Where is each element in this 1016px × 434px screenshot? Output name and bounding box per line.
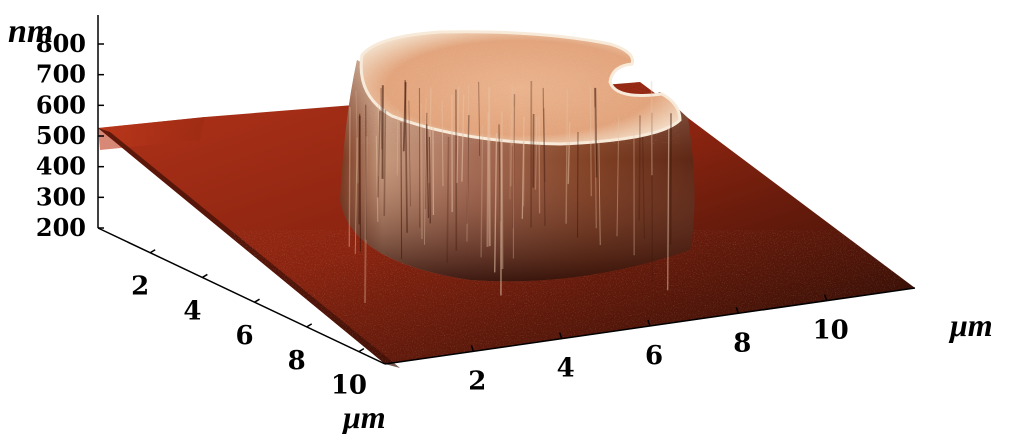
- x-tick-mark: [823, 294, 828, 301]
- z-tick-label: 200: [36, 213, 86, 242]
- x-tick-label: 4: [557, 354, 575, 384]
- striation-line: [500, 110, 504, 269]
- z-tick-label: 400: [36, 152, 86, 181]
- striation-line: [494, 132, 498, 273]
- striation-line: [480, 125, 484, 258]
- striation-line: [565, 89, 569, 224]
- pillar-striations: [348, 80, 672, 304]
- striation-line: [408, 100, 411, 207]
- striation-line: [538, 115, 541, 214]
- striation-line: [400, 122, 403, 260]
- striation-line: [510, 113, 513, 187]
- z-tick-label: 500: [36, 121, 86, 150]
- striation-line: [466, 84, 470, 242]
- x-axis-unit: μm: [948, 307, 993, 343]
- striation-line: [355, 90, 359, 184]
- striation-line: [589, 86, 592, 197]
- striation-line: [461, 94, 465, 182]
- striation-line: [523, 136, 525, 207]
- x-tick-label: 2: [468, 366, 486, 396]
- striation-line: [488, 87, 491, 247]
- x-tick-label: 10: [813, 316, 849, 346]
- y-tick-label: 4: [183, 296, 201, 326]
- surface-texture: [230, 230, 900, 364]
- striation-line: [348, 107, 351, 247]
- striation-line: [638, 115, 641, 221]
- striation-line: [512, 94, 516, 229]
- x-tick-label: 8: [733, 328, 751, 358]
- striation-line: [542, 87, 546, 226]
- striation-line: [383, 109, 387, 216]
- x-tick-mark: [735, 307, 740, 314]
- y-tick-mark: [254, 298, 260, 303]
- striation-line: [446, 136, 450, 263]
- y-tick-label: 8: [288, 346, 306, 376]
- striation-line: [594, 87, 598, 178]
- y-axis-line: [97, 227, 386, 365]
- x-axis-ticks: 2 4 6 8 10: [468, 294, 849, 396]
- y-axis-ticks: 2 4 6 8 10: [131, 249, 367, 401]
- striation-line: [567, 122, 571, 184]
- y-tick-label: 6: [235, 321, 253, 351]
- x-tick-mark: [558, 332, 563, 339]
- z-tick-label: 800: [36, 29, 86, 58]
- striation-line: [426, 124, 430, 219]
- striation-line: [364, 136, 368, 304]
- striation-line: [521, 116, 525, 219]
- striation-line: [535, 116, 538, 190]
- striation-line: [456, 86, 460, 183]
- striation-line: [365, 104, 367, 240]
- x-tick-mark: [647, 319, 651, 327]
- pillar-top-texture: [361, 31, 680, 144]
- y-tick-mark: [149, 249, 156, 254]
- striation-line: [441, 100, 444, 187]
- striation-line: [424, 97, 427, 245]
- striation-line: [359, 113, 362, 252]
- x-tick-mark: [470, 345, 475, 352]
- striation-line: [543, 108, 546, 182]
- striation-line: [420, 103, 423, 240]
- striation-line: [377, 111, 381, 198]
- striation-line: [651, 112, 654, 282]
- striation-line: [616, 116, 620, 237]
- striation-line: [598, 135, 601, 245]
- striation-line: [404, 80, 408, 233]
- striation-line: [642, 136, 646, 239]
- z-tick-label: 700: [36, 60, 86, 89]
- striation-line: [375, 135, 379, 222]
- base-plane-left-edge: [98, 117, 205, 150]
- z-tick-label: 300: [36, 182, 86, 211]
- y-tick-mark: [201, 273, 208, 279]
- striation-line: [466, 115, 470, 224]
- y-tick-mark: [306, 323, 313, 328]
- striation-line: [354, 137, 358, 255]
- z-axis-unit: nm: [8, 13, 53, 50]
- striation-line: [594, 107, 597, 229]
- striation-line: [396, 109, 399, 176]
- y-tick-label: 10: [331, 371, 367, 401]
- z-tick-label: 600: [36, 90, 86, 119]
- striation-line: [428, 136, 431, 224]
- striation-line: [486, 113, 490, 247]
- y-axis-unit: μm: [341, 399, 386, 434]
- striation-line: [402, 82, 407, 152]
- striation-line: [380, 88, 383, 150]
- striation-line: [478, 81, 481, 156]
- y-tick-mark: [358, 347, 365, 353]
- x-tick-label: 6: [645, 341, 663, 371]
- striation-line: [667, 127, 670, 291]
- y-tick-label: 2: [131, 272, 149, 302]
